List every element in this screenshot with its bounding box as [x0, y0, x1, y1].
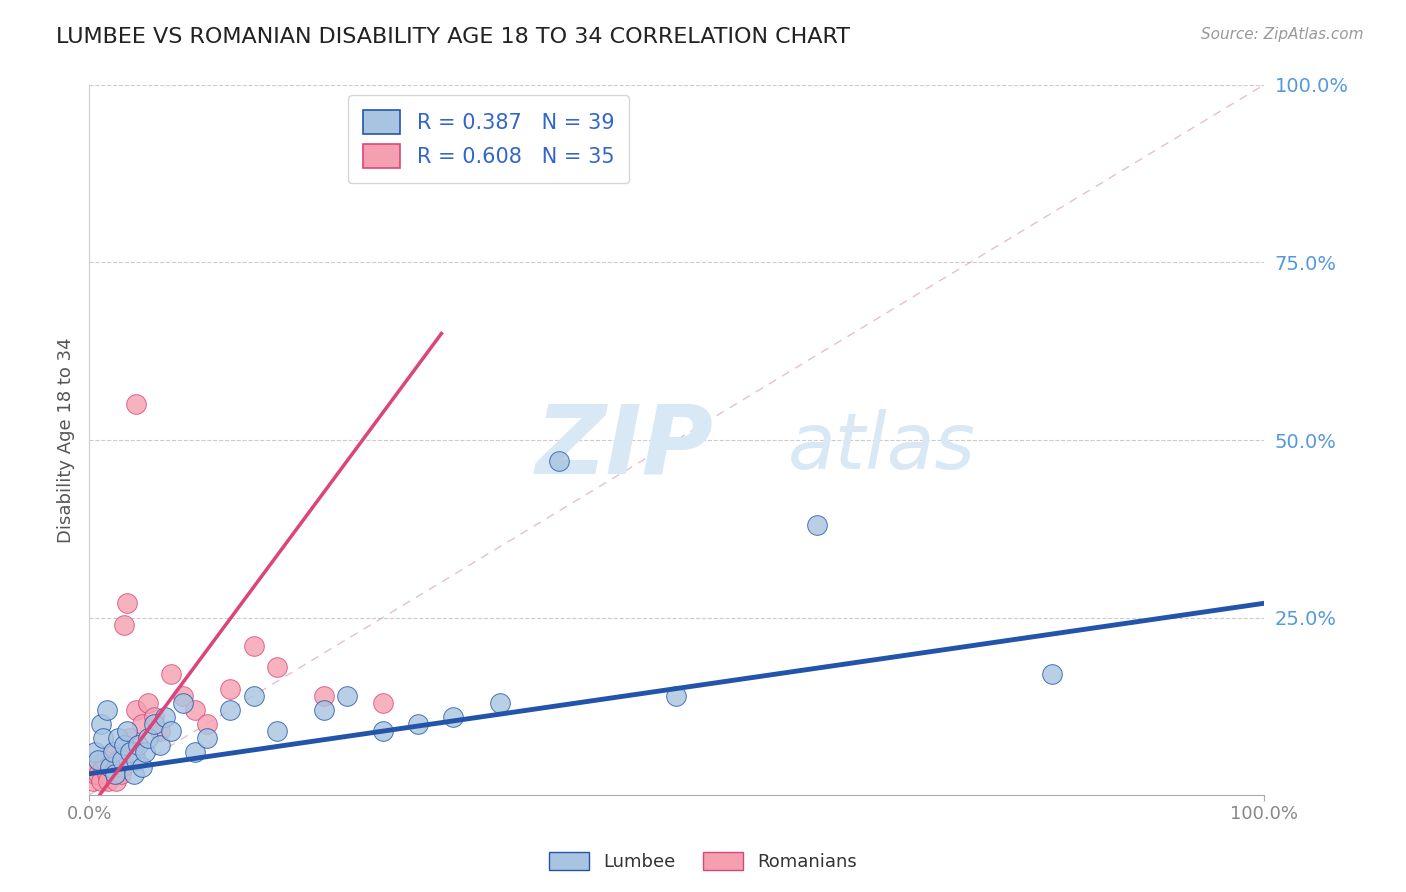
Point [266, 660, 288, 674]
Y-axis label: Disability Age 18 to 34: Disability Age 18 to 34 [58, 337, 75, 543]
Point [101, 746, 124, 760]
Legend: Lumbee, Romanians: Lumbee, Romanians [543, 845, 863, 879]
Point [142, 710, 165, 724]
Point [112, 617, 135, 632]
Point [110, 766, 132, 780]
Point [84, 746, 107, 760]
Point [195, 731, 218, 746]
Point [111, 753, 134, 767]
Point [87, 766, 110, 780]
Point [136, 731, 159, 746]
Point [184, 703, 207, 717]
Point [806, 518, 828, 533]
Point [441, 710, 464, 724]
Point [242, 689, 264, 703]
Point [148, 739, 170, 753]
Point [91, 759, 114, 773]
Point [98, 759, 121, 773]
Point [115, 724, 138, 739]
Point [371, 696, 394, 710]
Point [104, 766, 127, 780]
Point [219, 703, 242, 717]
Point [195, 717, 218, 731]
Point [125, 397, 148, 411]
Point [84, 766, 107, 780]
Point [136, 696, 159, 710]
Point [266, 724, 288, 739]
Point [1040, 667, 1063, 681]
Point [172, 696, 194, 710]
Point [111, 759, 134, 773]
Point [184, 746, 207, 760]
Point [172, 689, 194, 703]
Point [105, 773, 128, 788]
Point [90, 717, 112, 731]
Point [115, 596, 138, 610]
Point [120, 746, 142, 760]
Point [87, 753, 110, 767]
Point [160, 667, 183, 681]
Point [489, 696, 512, 710]
Point [142, 717, 165, 731]
Point [312, 689, 335, 703]
Point [131, 717, 153, 731]
Point [127, 739, 149, 753]
Text: atlas: atlas [787, 409, 976, 485]
Point [371, 724, 394, 739]
Point [97, 773, 120, 788]
Point [312, 703, 335, 717]
Text: ZIP: ZIP [536, 401, 713, 493]
Point [155, 710, 177, 724]
Text: Source: ZipAtlas.com: Source: ZipAtlas.com [1201, 27, 1364, 42]
Point [160, 724, 183, 739]
Point [122, 766, 145, 780]
Point [93, 753, 115, 767]
Point [148, 724, 170, 739]
Point [82, 773, 104, 788]
Point [242, 639, 264, 653]
Point [112, 739, 135, 753]
Point [125, 703, 148, 717]
Point [104, 766, 127, 780]
Point [122, 746, 145, 760]
Point [219, 681, 242, 696]
Point [107, 753, 129, 767]
Point [134, 746, 156, 760]
Point [131, 759, 153, 773]
Point [665, 689, 688, 703]
Point [120, 731, 142, 746]
Point [96, 703, 118, 717]
Point [98, 759, 121, 773]
Text: LUMBEE VS ROMANIAN DISABILITY AGE 18 TO 34 CORRELATION CHART: LUMBEE VS ROMANIAN DISABILITY AGE 18 TO … [56, 27, 851, 46]
Point [90, 773, 112, 788]
Point [107, 731, 129, 746]
Point [101, 746, 124, 760]
Point [96, 766, 118, 780]
Point [548, 454, 571, 468]
Point [86, 759, 108, 773]
Legend: R = 0.387   N = 39, R = 0.608   N = 35: R = 0.387 N = 39, R = 0.608 N = 35 [347, 95, 628, 183]
Point [406, 717, 429, 731]
Point [336, 689, 359, 703]
Point [91, 731, 114, 746]
Point [125, 753, 148, 767]
